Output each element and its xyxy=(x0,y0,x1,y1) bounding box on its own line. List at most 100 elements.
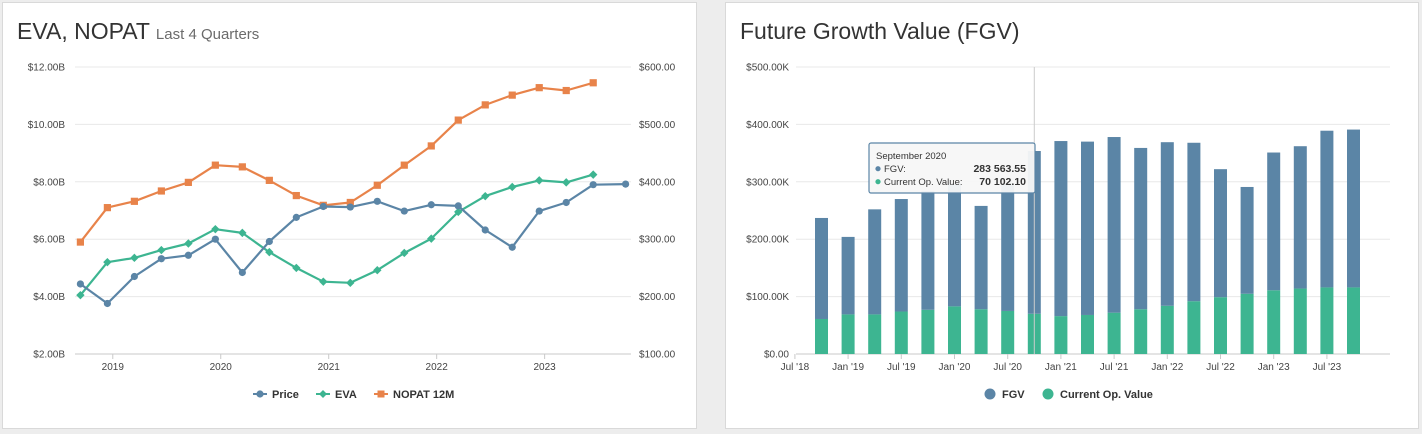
nopat-12m-point[interactable] xyxy=(157,187,165,195)
price-point[interactable] xyxy=(373,197,381,205)
eva-point[interactable] xyxy=(400,248,409,258)
eva-point[interactable] xyxy=(76,290,85,300)
price-point[interactable] xyxy=(184,251,192,259)
current-op-value-bar[interactable] xyxy=(1081,314,1094,354)
fgv-bar[interactable] xyxy=(1134,147,1148,310)
price-point[interactable] xyxy=(454,202,462,210)
fgv-bar[interactable] xyxy=(1081,141,1094,315)
price-point[interactable] xyxy=(103,299,111,308)
nopat-12m-point[interactable] xyxy=(562,86,570,95)
fgv-bar[interactable] xyxy=(1240,186,1254,294)
fgv-bar[interactable] xyxy=(948,183,961,307)
eva-point[interactable] xyxy=(184,239,193,248)
fgv-bar[interactable] xyxy=(1347,129,1360,288)
fgv-bar[interactable] xyxy=(1107,137,1121,313)
price-point[interactable] xyxy=(238,268,246,277)
nopat-12m-point[interactable] xyxy=(454,116,462,124)
eva-point[interactable] xyxy=(265,247,274,257)
current-op-value-bar[interactable] xyxy=(1160,305,1174,354)
eva-point[interactable] xyxy=(508,182,517,192)
eva-nopat-chart[interactable]: $2.00B $4.00B $6.00B $8.00B $10.00B $12.00B $1… xyxy=(3,3,696,428)
fgv-bar[interactable] xyxy=(868,209,882,315)
fgv-bar[interactable] xyxy=(815,217,828,319)
fgv-bar[interactable] xyxy=(1293,146,1307,289)
fgv-bar[interactable] xyxy=(1160,142,1174,306)
eva-point[interactable] xyxy=(211,224,220,234)
fgv-chart[interactable]: $0.00 $100.00K $200.00K $300.00K $400.00K $50… xyxy=(726,3,1418,428)
nopat-12m-point[interactable] xyxy=(292,191,300,200)
price-point[interactable] xyxy=(427,201,435,209)
current-op-value-bar[interactable] xyxy=(1347,287,1360,354)
price-point[interactable] xyxy=(589,181,597,189)
current-op-value-bar[interactable] xyxy=(974,309,988,354)
fgv-bar[interactable] xyxy=(1001,183,1015,311)
legend-item-eva[interactable]: EVA xyxy=(316,389,357,401)
eva-point[interactable] xyxy=(292,263,301,273)
price-point[interactable] xyxy=(535,207,543,215)
current-op-value-bar[interactable] xyxy=(1293,288,1307,354)
current-op-value-bar[interactable] xyxy=(868,314,882,354)
fgv-bar[interactable] xyxy=(841,236,855,315)
current-op-value-bar[interactable] xyxy=(1054,316,1068,354)
price-point[interactable] xyxy=(508,243,516,251)
eva-point[interactable] xyxy=(346,278,355,288)
price-point[interactable] xyxy=(292,213,300,221)
nopat-12m-point[interactable] xyxy=(346,198,354,207)
price-point[interactable] xyxy=(319,202,327,211)
nopat-12m-point[interactable] xyxy=(481,101,489,109)
fgv-bar[interactable] xyxy=(894,199,908,312)
eva-point[interactable] xyxy=(481,191,490,201)
eva-point[interactable] xyxy=(373,265,382,275)
nopat-12m-point[interactable] xyxy=(103,204,111,212)
price-point[interactable] xyxy=(562,198,570,207)
nopat-12m-point[interactable] xyxy=(265,176,273,184)
current-op-value-bar[interactable] xyxy=(1187,301,1201,354)
nopat-12m-point[interactable] xyxy=(211,161,219,169)
current-op-value-bar[interactable] xyxy=(1267,290,1281,354)
fgv-bar[interactable] xyxy=(974,205,988,310)
legend-item-fgv[interactable]: FGV xyxy=(984,388,1026,402)
nopat-12m-point[interactable] xyxy=(130,197,138,205)
price-point[interactable] xyxy=(400,207,408,215)
fgv-bar[interactable] xyxy=(1187,142,1201,302)
price-point[interactable] xyxy=(346,203,354,211)
eva-point[interactable] xyxy=(427,234,436,243)
price-point[interactable] xyxy=(622,180,630,188)
current-op-value-bar[interactable] xyxy=(1134,309,1148,354)
eva-point[interactable] xyxy=(589,170,598,179)
current-op-value-bar[interactable] xyxy=(894,311,908,354)
current-op-value-bar[interactable] xyxy=(1240,293,1254,354)
legend-item-nopat-12m[interactable]: NOPAT 12M xyxy=(374,389,454,401)
current-op-value-bar[interactable] xyxy=(1214,297,1227,354)
current-op-value-bar[interactable] xyxy=(1001,310,1015,354)
legend-item-price[interactable]: Price xyxy=(253,389,299,401)
price-point[interactable] xyxy=(265,237,273,246)
current-op-value-bar[interactable] xyxy=(841,314,855,354)
current-op-value-bar[interactable] xyxy=(1320,287,1334,354)
nopat-12m-point[interactable] xyxy=(589,79,597,87)
fgv-bar[interactable] xyxy=(921,190,935,310)
nopat-12m-point[interactable] xyxy=(76,238,84,246)
eva-point[interactable] xyxy=(454,207,463,217)
fgv-bar[interactable] xyxy=(1054,141,1068,317)
eva-point[interactable] xyxy=(238,228,247,238)
eva-point[interactable] xyxy=(130,253,139,263)
current-op-value-bar[interactable] xyxy=(815,318,828,354)
eva-point[interactable] xyxy=(319,277,328,286)
eva-point[interactable] xyxy=(157,245,166,255)
current-op-value-bar[interactable] xyxy=(948,306,961,354)
price-point[interactable] xyxy=(211,235,219,243)
fgv-bar[interactable] xyxy=(1214,169,1227,298)
price-point[interactable] xyxy=(157,255,165,263)
nopat-12m-point[interactable] xyxy=(535,84,543,92)
nopat-12m-point[interactable] xyxy=(508,91,516,99)
fgv-bar[interactable] xyxy=(1320,130,1334,288)
legend-item-current-op-value[interactable]: Current Op. Value xyxy=(1042,388,1153,402)
fgv-bar[interactable] xyxy=(1267,152,1281,291)
nopat-12m-point[interactable] xyxy=(373,181,381,189)
eva-point[interactable] xyxy=(562,178,571,187)
nopat-12m-point[interactable] xyxy=(238,163,246,171)
price-point[interactable] xyxy=(76,280,84,288)
price-point[interactable] xyxy=(130,272,138,281)
nopat-12m-point[interactable] xyxy=(400,161,408,169)
